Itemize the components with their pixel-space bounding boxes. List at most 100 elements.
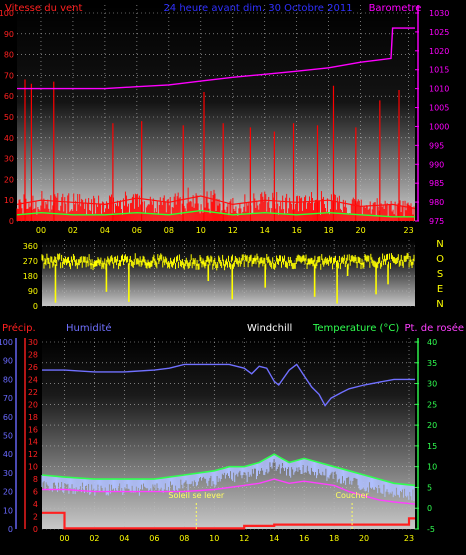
y-tick-precip: 30 [28,338,38,347]
y-tick-precip: 26 [28,363,38,372]
windchill-label: Windchill [247,323,292,334]
y-tick-temperature: 35 [427,359,437,368]
y-tick-direction: 180 [23,272,38,281]
x-tick: 12 [228,226,238,235]
y-tick-temperature: 25 [427,400,437,409]
x-tick: 14 [260,226,270,235]
y-tick-wind: 40 [4,134,14,143]
compass-label: O [436,254,444,265]
y-tick-precip: 28 [28,350,38,359]
y-tick-baro: 975 [429,217,444,226]
y-tick-wind: 0 [9,217,14,226]
x-tick: 08 [179,534,189,543]
y-tick-wind: 30 [4,155,14,164]
temperature-line [41,453,416,487]
y-tick-baro: 985 [429,179,444,188]
y-tick-humidity: 40 [3,450,13,459]
y-tick-temperature: 15 [427,442,437,451]
x-tick: 02 [68,226,78,235]
x-tick: 23 [404,226,414,235]
y-tick-humidity: 60 [3,413,13,422]
x-tick: 06 [132,226,142,235]
y-tick-wind: 100 [0,9,14,18]
x-tick: 16 [292,226,302,235]
y-tick-wind: 10 [4,196,14,205]
wind-axis-title: Vitesse du vent [5,3,82,14]
y-tick-precip: 18 [28,413,38,422]
y-tick-humidity: 10 [3,506,13,515]
x-tick: 12 [239,534,249,543]
x-tick: 04 [119,534,129,543]
y-tick-humidity: 30 [3,469,13,478]
sunset-label: Coucher [335,491,369,500]
humidity-line [42,363,415,407]
y-tick-baro: 990 [429,160,444,169]
sunrise-label: Soleil se lever [168,491,225,500]
y-tick-precip: 16 [28,425,38,434]
y-tick-humidity: 100 [0,338,13,347]
y-tick-temperature: 40 [427,338,437,347]
y-tick-precip: 22 [28,388,38,397]
y-tick-humidity: 50 [3,432,13,441]
x-tick: 04 [100,226,110,235]
plot-area-wind [17,5,415,221]
dewpoint-line [42,478,416,505]
y-tick-temperature: 10 [427,463,437,472]
x-tick: 00 [36,226,46,235]
y-tick-temperature: 5 [427,483,432,492]
y-tick-baro: 1010 [429,85,449,94]
chart-title: 24 heure avant dim. 30 Octobre 2011 [163,3,352,14]
compass-label: N [436,299,443,310]
y-tick-direction: 90 [28,287,38,296]
wind-speed-line [16,195,416,210]
y-tick-precip: 6 [33,488,38,497]
y-tick-humidity: 90 [3,357,13,366]
compass-label: E [437,284,443,295]
y-tick-precip: 8 [33,475,38,484]
x-tick: 14 [269,534,279,543]
y-tick-baro: 1015 [429,66,449,75]
humidity-axis-title: Humidité [66,322,112,334]
dewpoint-axis-title: Pt. de rosée [404,322,464,334]
plot-area-temperature [42,338,415,529]
y-tick-direction: 270 [23,257,38,266]
y-tick-precip: 24 [28,375,38,384]
plot-area-direction [42,240,415,306]
barometer-line [17,27,415,90]
x-tick: 18 [329,534,339,543]
x-tick: 08 [164,226,174,235]
y-tick-baro: 995 [429,141,444,150]
x-tick: 02 [89,534,99,543]
y-tick-wind: 80 [4,51,14,60]
y-tick-precip: 2 [33,513,38,522]
x-tick: 10 [209,534,219,543]
x-tick: 20 [359,534,369,543]
precipitation-line [42,511,415,530]
compass-label: S [437,269,443,280]
y-tick-temperature: 0 [427,504,432,513]
y-tick-wind: 50 [4,113,14,122]
y-tick-wind: 20 [4,175,14,184]
x-tick: 16 [299,534,309,543]
y-tick-humidity: 20 [3,488,13,497]
temperature-axis-title: Temperature (°C) [312,323,399,334]
y-tick-baro: 1005 [429,104,449,113]
y-tick-baro: 1025 [429,28,449,37]
y-tick-precip: 14 [28,438,38,447]
x-tick: 20 [356,226,366,235]
y-tick-baro: 1030 [429,9,449,18]
y-tick-wind: 60 [4,92,14,101]
compass-label: N [436,239,443,250]
y-tick-precip: 4 [33,500,38,509]
y-tick-baro: 980 [429,198,444,207]
x-tick: 10 [196,226,206,235]
y-tick-precip: 12 [28,450,38,459]
y-tick-wind: 70 [4,71,14,80]
y-tick-humidity: 70 [3,394,13,403]
y-tick-precip: 10 [28,463,38,472]
y-tick-humidity: 0 [8,525,13,534]
y-tick-baro: 1000 [429,122,449,131]
y-tick-temperature: 20 [427,421,437,430]
x-tick: 23 [404,534,414,543]
